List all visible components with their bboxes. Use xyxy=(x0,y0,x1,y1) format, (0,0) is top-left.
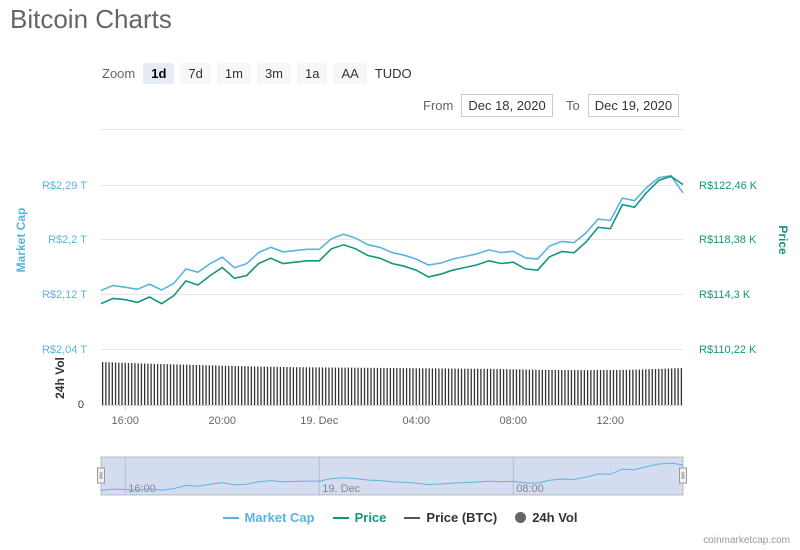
navigator-tick-label: 08:00 xyxy=(516,483,544,495)
zoom-1m-button[interactable]: 1m xyxy=(216,62,251,84)
legend-item[interactable]: Price xyxy=(332,510,387,525)
left-tick-label: R$2,2 T xyxy=(48,234,87,246)
navigator-selection xyxy=(100,456,684,496)
from-date-input[interactable]: Dec 18, 2020 xyxy=(461,94,553,117)
credits-link[interactable]: coinmarketcap.com xyxy=(703,535,790,546)
right-tick-label: R$118,38 K xyxy=(699,234,757,246)
market-cap-line xyxy=(100,174,684,292)
to-label: To xyxy=(566,98,580,113)
to-date-input[interactable]: Dec 19, 2020 xyxy=(587,94,680,117)
x-tick-label: 08:00 xyxy=(499,415,527,427)
navigator-left-handle[interactable] xyxy=(97,467,105,484)
x-tick-label: 16:00 xyxy=(111,415,139,427)
legend-line-icon xyxy=(332,516,349,519)
price-line xyxy=(100,175,684,305)
right-axis-title: Price xyxy=(776,225,790,255)
legend-label: Price xyxy=(354,510,387,525)
x-tick-label: 19. Dec xyxy=(300,415,338,427)
legend-line-icon xyxy=(222,516,239,519)
zoom-controls: Zoom 1d 7d 1m 3m 1a AA TUDO xyxy=(102,62,414,84)
legend-circle-icon xyxy=(515,512,527,523)
zoom-aa-button[interactable]: AA xyxy=(333,62,367,84)
legend-label: 24h Vol xyxy=(532,510,578,525)
date-range-from: From Dec 18, 2020 xyxy=(423,94,553,117)
right-tick-label: R$122,46 K xyxy=(699,180,758,192)
legend-item[interactable]: Market Cap xyxy=(222,510,315,525)
zoom-7d-button[interactable]: 7d xyxy=(180,62,211,84)
left-axis-title: Market Cap xyxy=(14,208,28,273)
page-title: Bitcoin Charts xyxy=(10,4,172,34)
date-range-to: To Dec 19, 2020 xyxy=(566,94,680,117)
legend-label: Price (BTC) xyxy=(426,510,498,525)
navigator-tick-label: 16:00 xyxy=(128,483,156,495)
x-tick-label: 20:00 xyxy=(208,415,236,427)
legend-item[interactable]: 24h Vol xyxy=(515,510,577,525)
x-tick-label: 04:00 xyxy=(402,415,430,427)
x-tick-label: 12:00 xyxy=(596,415,624,427)
legend-label: Market Cap xyxy=(244,510,315,525)
from-label: From xyxy=(423,98,454,113)
zoom-3m-button[interactable]: 3m xyxy=(256,62,291,84)
zoom-1d-button[interactable]: 1d xyxy=(143,62,175,84)
navigator-tick-label: 19. Dec xyxy=(322,483,360,495)
right-tick-label: R$114,3 K xyxy=(699,289,751,301)
left-tick-label: R$2,29 T xyxy=(42,180,87,192)
volume-zero-label: 0 xyxy=(78,399,84,411)
zoom-1a-button[interactable]: 1a xyxy=(297,62,328,84)
zoom-label: Zoom xyxy=(102,65,136,81)
right-tick-label: R$110,22 K xyxy=(699,344,757,356)
navigator-right-handle[interactable] xyxy=(679,467,687,484)
chart-legend: Market Cap Price Price (BTC) 24h Vol xyxy=(0,510,800,525)
legend-line-icon xyxy=(404,516,421,519)
left-tick-label: R$2,04 T xyxy=(42,344,87,356)
zoom-all-button[interactable]: TUDO xyxy=(374,65,412,81)
left-tick-label: R$2,12 T xyxy=(42,289,87,301)
legend-item[interactable]: Price (BTC) xyxy=(404,510,497,525)
volume-axis-title: 24h Vol xyxy=(53,357,67,399)
navigator-series-line xyxy=(100,462,684,491)
